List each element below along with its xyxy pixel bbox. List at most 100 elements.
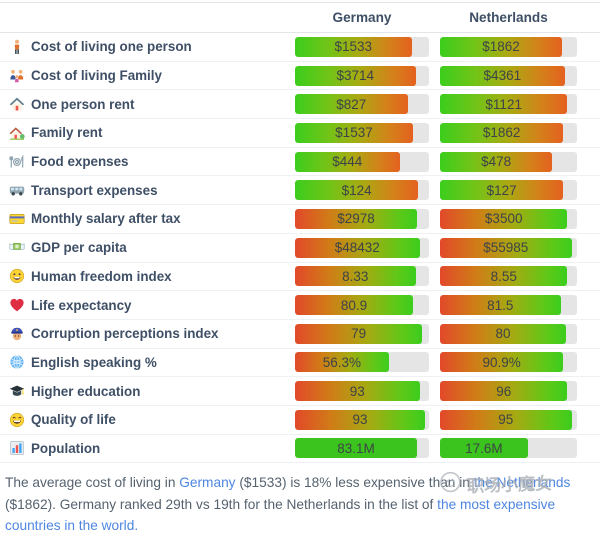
germany-cell: $3714 — [295, 65, 429, 86]
table-row: Family rent $1537 $1862 — [0, 119, 600, 148]
netherlands-bar: $55985 — [440, 237, 572, 258]
table-row: Cost of living Family $3714 $4361 — [0, 62, 600, 91]
country-comparison-table: Germany Netherlands Cost of living one p… — [0, 2, 600, 464]
germany-bar-track: 83.1M — [295, 438, 429, 459]
germany-value: 93 — [349, 383, 365, 399]
row-label: Family rent — [31, 125, 103, 141]
netherlands-bar-track: 95 — [440, 409, 577, 430]
netherlands-value: $1862 — [482, 125, 521, 141]
table-row: Monthly salary after tax $2978 $3500 — [0, 205, 600, 234]
netherlands-bar-track: 80 — [440, 323, 577, 344]
netherlands-value: $478 — [481, 154, 512, 170]
netherlands-value: $1862 — [482, 39, 520, 55]
germany-cell: $1537 — [295, 122, 429, 143]
netherlands-cell: $127 — [440, 180, 577, 201]
germany-bar: 80.9 — [295, 295, 413, 316]
netherlands-value: $127 — [486, 182, 517, 198]
germany-bar: $2978 — [295, 208, 417, 229]
footer-link[interactable]: Germany — [179, 475, 236, 491]
row-label: Higher education — [31, 383, 141, 399]
germany-cell: $1533 — [295, 36, 429, 57]
germany-bar-track: $827 — [295, 94, 429, 115]
bar-chart-icon — [8, 440, 25, 457]
netherlands-value: 96 — [496, 383, 512, 399]
netherlands-cell: $1121 — [440, 94, 577, 115]
netherlands-bar-track: $3500 — [440, 208, 577, 229]
summary-paragraph: The average cost of living in Germany ($… — [5, 472, 592, 537]
netherlands-cell: 90.9% — [440, 352, 577, 373]
column-header-netherlands: Netherlands — [469, 10, 548, 25]
netherlands-bar: 8.55 — [440, 266, 568, 287]
germany-value: $48432 — [334, 240, 380, 256]
row-label-cell: Monthly salary after tax — [0, 210, 295, 227]
germany-cell: 93 — [295, 409, 429, 430]
netherlands-cell: $1862 — [440, 36, 577, 57]
netherlands-value: 8.55 — [490, 268, 517, 284]
netherlands-bar: $1121 — [440, 94, 568, 115]
row-label: Cost of living one person — [31, 39, 192, 55]
row-label-cell: Population — [0, 440, 295, 457]
germany-value: $1537 — [335, 125, 373, 141]
netherlands-value: 95 — [498, 412, 514, 428]
graduation-cap-icon — [8, 383, 25, 400]
netherlands-cell: $3500 — [440, 208, 577, 229]
germany-bar-track: 8.33 — [295, 266, 429, 287]
netherlands-value: 90.9% — [482, 354, 521, 370]
row-label-cell: Quality of life — [0, 411, 295, 428]
germany-bar: $124 — [295, 180, 419, 201]
germany-cell: $124 — [295, 180, 429, 201]
netherlands-cell: 17.6M — [440, 438, 577, 459]
germany-bar: $1533 — [295, 36, 412, 57]
row-label-cell: Corruption perceptions index — [0, 325, 295, 342]
germany-bar: $827 — [295, 94, 408, 115]
netherlands-bar-track: 90.9% — [440, 352, 577, 373]
germany-bar: 8.33 — [295, 266, 416, 287]
netherlands-bar: 95 — [440, 409, 572, 430]
germany-bar-track: $48432 — [295, 237, 429, 258]
netherlands-cell: 81.5 — [440, 295, 577, 316]
germany-bar: 79 — [295, 323, 423, 344]
germany-bar-track: 93 — [295, 381, 429, 402]
footer-link[interactable]: the Netherlands — [473, 475, 571, 491]
netherlands-cell: $55985 — [440, 237, 577, 258]
table-row: Human freedom index 8.33 8.55 — [0, 263, 600, 292]
germany-bar-track: $2978 — [295, 208, 429, 229]
row-label: GDP per capita — [31, 240, 127, 256]
germany-bar: $48432 — [295, 237, 420, 258]
grin-icon — [8, 411, 25, 428]
germany-bar: $444 — [295, 151, 400, 172]
netherlands-bar: $127 — [440, 180, 564, 201]
netherlands-bar-track: $1862 — [440, 122, 577, 143]
row-label: Transport expenses — [31, 182, 158, 198]
netherlands-value: 81.5 — [487, 297, 514, 313]
netherlands-cell: 95 — [440, 409, 577, 430]
row-label-cell: One person rent — [0, 96, 295, 113]
row-label-cell: Cost of living one person — [0, 38, 295, 55]
germany-value: 79 — [351, 326, 367, 342]
netherlands-value: $55985 — [483, 240, 529, 256]
germany-bar-track: $444 — [295, 151, 429, 172]
germany-bar-track: 56.3% — [295, 352, 429, 373]
netherlands-bar: 80 — [440, 323, 567, 344]
row-label: Monthly salary after tax — [31, 211, 181, 227]
table-header: Germany Netherlands — [0, 3, 600, 33]
netherlands-cell: 8.55 — [440, 266, 577, 287]
row-label-cell: Transport expenses — [0, 182, 295, 199]
netherlands-cell: $4361 — [440, 65, 577, 86]
plate-cutlery-icon — [8, 153, 25, 170]
germany-value: 56.3% — [322, 354, 362, 370]
table-row: Population 83.1M 17.6M — [0, 435, 600, 464]
germany-value: $2978 — [337, 211, 375, 227]
row-label: English speaking % — [31, 354, 157, 370]
germany-bar-track: $124 — [295, 180, 429, 201]
netherlands-cell: 80 — [440, 323, 577, 344]
house-icon — [8, 96, 25, 113]
table-row: English speaking % 56.3% 90.9% — [0, 349, 600, 378]
netherlands-cell: 96 — [440, 381, 577, 402]
netherlands-bar: $3500 — [440, 208, 568, 229]
netherlands-bar: $4361 — [440, 65, 565, 86]
row-label: One person rent — [31, 96, 135, 112]
germany-cell: $444 — [295, 151, 429, 172]
germany-value: 83.1M — [337, 440, 375, 456]
netherlands-cell: $1862 — [440, 122, 577, 143]
